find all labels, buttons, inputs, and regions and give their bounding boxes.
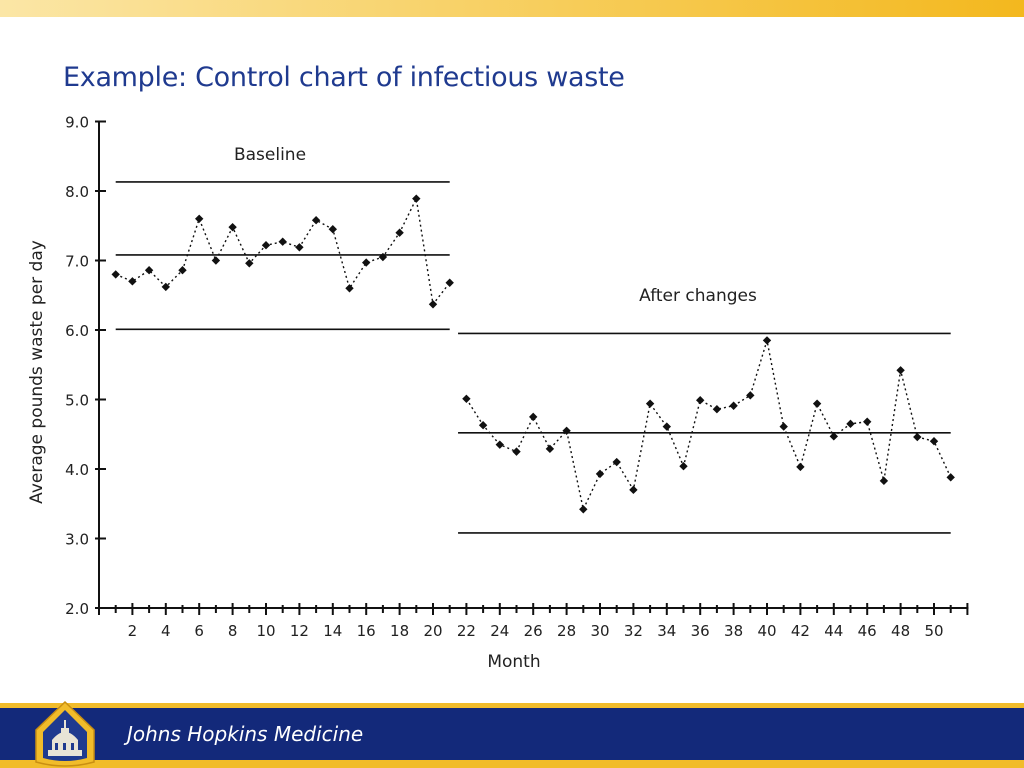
data-point: [662, 422, 671, 431]
x-tick-label: 34: [657, 622, 676, 640]
x-tick-label: 20: [423, 622, 442, 640]
x-tick-label: 12: [290, 622, 309, 640]
data-point: [645, 399, 655, 408]
data-point: [946, 473, 955, 482]
data-point: [428, 300, 438, 309]
data-point: [796, 462, 805, 472]
data-point: [896, 366, 905, 375]
top-accent-bar: [0, 0, 1024, 17]
y-tick-label: 7.0: [65, 253, 89, 271]
data-point: [846, 419, 855, 429]
x-tick-label: 24: [490, 622, 509, 640]
data-point: [328, 225, 337, 234]
data-point: [779, 422, 788, 431]
control-chart: 2.03.04.05.06.07.08.09.02 4 6 8 10 12 14 16 18 20…: [27, 114, 969, 672]
segment-label: After changes: [639, 286, 757, 306]
data-point: [211, 256, 221, 265]
data-point: [445, 278, 454, 287]
data-point: [712, 405, 722, 414]
data-point: [128, 277, 137, 286]
data-point: [612, 457, 621, 467]
x-tick-label: 48: [891, 622, 910, 640]
data-point: [195, 214, 204, 223]
x-tick-label: 18: [390, 622, 409, 640]
data-point: [478, 421, 488, 430]
footer-bar: [0, 708, 1024, 760]
data-point: [863, 417, 872, 426]
data-point: [245, 259, 254, 268]
x-tick-label: 16: [357, 622, 376, 640]
data-point: [746, 391, 755, 400]
data-point: [879, 476, 889, 486]
data-point: [278, 237, 287, 246]
x-tick-label: 36: [691, 622, 710, 640]
data-point: [529, 412, 538, 422]
data-point: [629, 485, 638, 495]
x-tick-label: 6: [194, 622, 204, 640]
x-tick-label: 26: [524, 622, 543, 640]
y-tick-label: 5.0: [65, 392, 89, 410]
data-point: [729, 401, 738, 410]
x-tick-label: 8: [228, 622, 238, 640]
data-point: [512, 447, 521, 456]
y-tick-label: 2.0: [65, 600, 89, 618]
data-point: [412, 194, 421, 203]
y-tick-label: 9.0: [65, 114, 89, 132]
x-tick-label: 32: [624, 622, 643, 640]
data-point: [545, 444, 555, 454]
data-point: [378, 252, 388, 262]
y-axis-title: Average pounds waste per day: [27, 240, 47, 504]
data-point: [295, 243, 304, 252]
x-tick-label: 4: [161, 622, 171, 640]
y-tick-label: 6.0: [65, 322, 89, 340]
x-tick-label: 14: [323, 622, 342, 640]
data-point: [111, 270, 120, 279]
x-tick-label: 30: [590, 622, 609, 640]
data-point: [345, 284, 354, 293]
data-point: [495, 440, 504, 449]
x-tick-label: 38: [724, 622, 743, 640]
data-point: [395, 228, 404, 237]
data-point: [812, 399, 822, 408]
y-tick-label: 3.0: [65, 531, 89, 549]
data-point: [261, 241, 271, 250]
data-point: [161, 282, 170, 292]
y-tick-label: 8.0: [65, 183, 89, 201]
data-point: [929, 437, 939, 446]
slide-title: Example: Control chart of infectious was…: [63, 62, 625, 93]
data-point: [913, 432, 922, 442]
x-tick-label: 22: [457, 622, 476, 640]
x-tick-label: 50: [924, 622, 943, 640]
segment-label: Baseline: [234, 145, 306, 165]
footer-bottom-line: [0, 760, 1024, 768]
x-tick-label: 46: [858, 622, 877, 640]
data-point: [562, 426, 571, 435]
data-point: [829, 432, 838, 441]
data-point: [595, 469, 605, 479]
data-point: [362, 258, 371, 267]
series-line: [115, 196, 451, 306]
x-tick-label: 44: [824, 622, 843, 640]
x-tick-label: 10: [256, 622, 275, 640]
data-point: [679, 462, 688, 471]
x-axis-title: Month: [487, 652, 540, 672]
footer-accent-line: [0, 703, 1024, 708]
data-point: [311, 215, 321, 225]
data-point: [178, 266, 187, 275]
data-point: [696, 395, 705, 405]
y-tick-label: 4.0: [65, 461, 89, 479]
footer-organization-name: Johns Hopkins Medicine: [127, 722, 364, 746]
data-point: [762, 336, 772, 345]
data-point: [579, 505, 588, 514]
data-point: [144, 266, 154, 275]
x-tick-label: 40: [757, 622, 776, 640]
johns-hopkins-shield-logo-icon: [35, 700, 95, 767]
data-point: [462, 394, 471, 404]
data-point: [228, 222, 237, 232]
series-line: [465, 340, 952, 512]
x-tick-label: 42: [791, 622, 810, 640]
x-tick-label: 2: [128, 622, 138, 640]
x-tick-label: 28: [557, 622, 576, 640]
